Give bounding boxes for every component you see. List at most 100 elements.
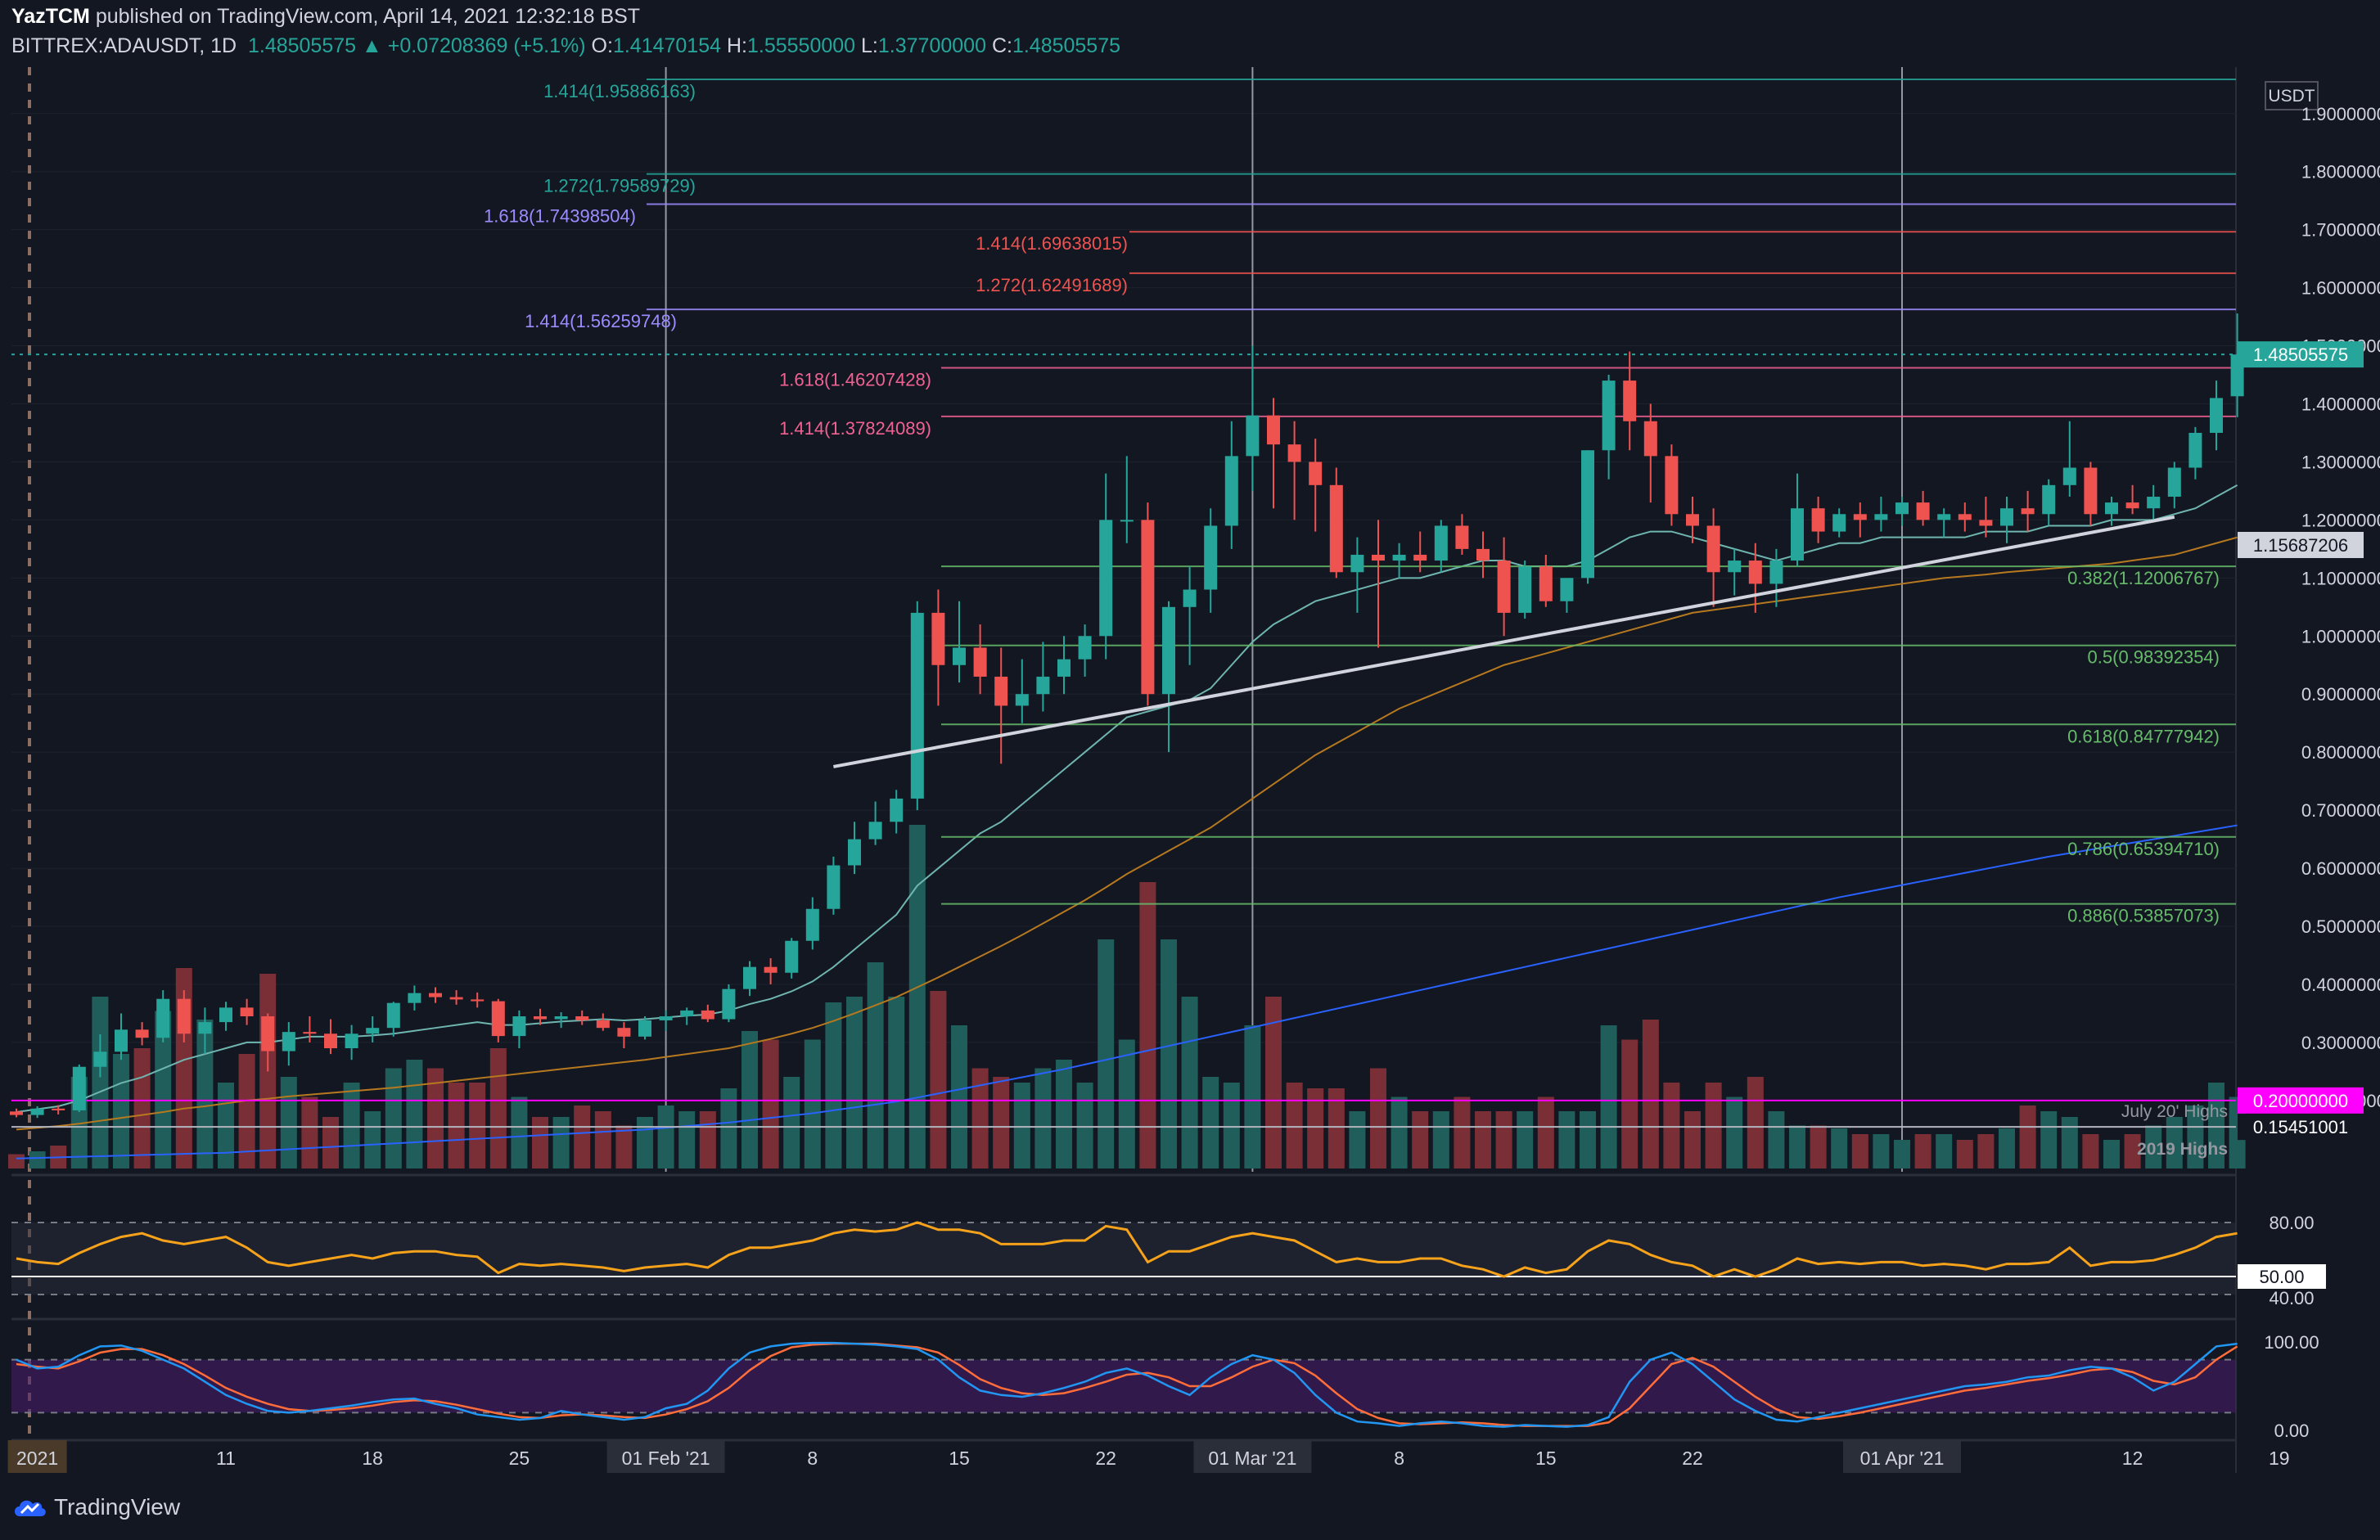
candle-body <box>1979 520 1993 526</box>
time-axis-badge <box>1843 1440 1961 1473</box>
volume-bar <box>1223 1083 1240 1169</box>
candle-body <box>1748 561 1762 584</box>
volume-bar <box>2145 1125 2162 1169</box>
candle-body <box>2105 502 2118 515</box>
stoch-tick-label: 100.00 <box>2264 1332 2319 1353</box>
candle-body <box>2125 502 2139 509</box>
volume-bar <box>448 1083 465 1169</box>
volume-bar <box>1768 1111 1785 1169</box>
price-tick-label: 1.30000000 <box>2301 452 2380 472</box>
candle-body <box>1372 554 1385 561</box>
volume-bar <box>804 1039 821 1169</box>
candle-body <box>1057 659 1071 677</box>
candle-body <box>1706 525 1720 573</box>
volume-bar <box>1642 1020 1659 1169</box>
volume-bar <box>867 962 884 1169</box>
fib-level-label: 1.414(1.95886163) <box>543 81 696 101</box>
volume-bar <box>1391 1096 1408 1169</box>
candle-body <box>2021 508 2035 515</box>
volume-bar <box>574 1105 591 1169</box>
stoch-k-line <box>16 1341 2238 1428</box>
candle-body <box>1791 508 1804 561</box>
fib-level-label: 1.272(1.79589729) <box>543 176 696 196</box>
candle-body <box>994 676 1008 706</box>
publish-text: published on TradingView.com, April 14, … <box>95 5 641 28</box>
volume-bar <box>489 1048 507 1169</box>
time-tick-label: 01 Mar '21 <box>1208 1448 1296 1469</box>
rsi-mid-badge <box>2238 1264 2326 1289</box>
time-tick-label: 01 Feb '21 <box>622 1448 710 1469</box>
rsi-tick-label: 40.00 <box>2269 1288 2314 1308</box>
fib-level-label: 1.414(1.56259748) <box>525 311 677 331</box>
volume-bar <box>238 1054 255 1169</box>
candle-body <box>1811 508 1825 532</box>
volume-bar <box>1914 1134 1931 1169</box>
candle-body <box>156 998 170 1038</box>
price-badge-label: 0.15451001 <box>2253 1117 2348 1137</box>
candle-body <box>973 647 987 677</box>
volume-bar <box>1977 1134 1995 1169</box>
volume-bar <box>1034 1068 1052 1169</box>
candle-body <box>1287 444 1301 462</box>
volume-bar <box>930 991 947 1169</box>
volume-bar <box>1286 1083 1303 1169</box>
candle-body <box>30 1108 44 1115</box>
fib-level-label: 0.786(0.65394710) <box>2067 839 2220 859</box>
volume-bar <box>1454 1096 1471 1169</box>
fib-level-label: 0.5(0.98392354) <box>2088 647 2220 668</box>
candle-body <box>1958 514 1972 520</box>
author-name[interactable]: YazTCM <box>11 5 90 28</box>
volume-bar <box>720 1088 737 1169</box>
volume-bar <box>783 1077 800 1169</box>
volume-bar <box>1181 997 1198 1169</box>
candle-body <box>1497 561 1511 613</box>
volume-bar <box>1475 1111 1491 1169</box>
high-value: 1.55550000 <box>746 34 856 57</box>
candle-body <box>303 1032 317 1034</box>
fib-level-label: 0.382(1.12006767) <box>2067 568 2220 588</box>
volume-bar <box>888 997 905 1169</box>
price-tick-label: 1.40000000 <box>2301 394 2380 414</box>
symbol-label[interactable]: BITTREX:ADAUSDT, 1D <box>11 34 237 57</box>
candle-body <box>324 1033 337 1049</box>
candle-body <box>1602 380 1616 451</box>
tradingview-logo[interactable]: TradingView <box>11 1494 180 1520</box>
tradingview-logo-text: TradingView <box>54 1494 181 1520</box>
volume-bar <box>2187 1105 2204 1169</box>
time-tick-label: 12 <box>2122 1448 2143 1469</box>
volume-bar <box>1684 1111 1701 1169</box>
volume-bar <box>133 1048 151 1169</box>
up-arrow-icon: ▲ <box>362 34 382 57</box>
volume-bar <box>699 1111 716 1169</box>
low-label: L: <box>861 34 878 57</box>
candle-body <box>366 1028 380 1034</box>
fib-level-label: 1.272(1.62491689) <box>976 275 1128 295</box>
candle-body <box>491 1001 505 1037</box>
volume-bar <box>1495 1111 1512 1169</box>
volume-bar <box>1894 1140 1910 1169</box>
candle-body <box>93 1051 107 1067</box>
volume-bar <box>385 1068 402 1169</box>
stoch-tick-label: 0.00 <box>2274 1421 2310 1441</box>
volume-bar <box>971 1068 989 1169</box>
candle-body <box>1309 462 1323 485</box>
volume-bar <box>92 997 109 1169</box>
time-tick-label: 15 <box>1535 1448 1557 1469</box>
price-tick-label: 1.80000000 <box>2301 162 2380 182</box>
rsi-tick-label: 50.00 <box>2259 1267 2304 1287</box>
volume-bar <box>1663 1083 1680 1169</box>
candle-body <box>722 988 736 1020</box>
volume-bar <box>908 825 926 1169</box>
price-tick-label: 0.40000000 <box>2301 975 2380 995</box>
cloud-logo-icon <box>15 1500 46 1516</box>
volume-bar <box>2019 1105 2036 1169</box>
open-value: 1.41470154 <box>612 34 722 57</box>
volume-bar <box>1705 1083 1722 1169</box>
candle-body <box>785 940 799 973</box>
volume-bar <box>406 1060 423 1169</box>
candle-body <box>1141 520 1155 695</box>
candle-body <box>1455 525 1469 549</box>
volume-bar <box>113 1054 129 1169</box>
